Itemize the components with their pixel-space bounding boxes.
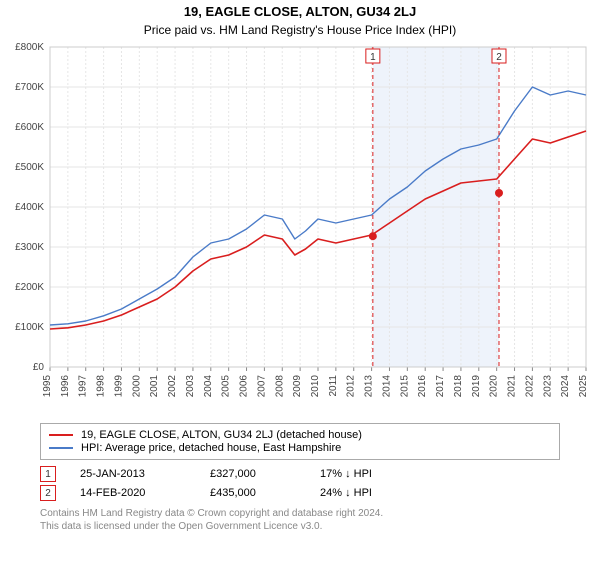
svg-text:2019: 2019 [471,375,482,398]
svg-text:1997: 1997 [78,375,89,398]
svg-text:2025: 2025 [578,375,589,398]
transaction-row: 2 14-FEB-2020£435,00024% ↓ HPI [40,485,560,501]
svg-text:1996: 1996 [60,375,71,398]
svg-text:2001: 2001 [149,375,160,398]
svg-text:2021: 2021 [507,375,518,398]
svg-text:2005: 2005 [221,375,232,398]
svg-text:2022: 2022 [524,375,535,398]
chart-subtitle: Price paid vs. HM Land Registry's House … [0,23,600,37]
transaction-badge: 2 [40,485,56,501]
transaction-vs-hpi: 24% ↓ HPI [320,487,372,499]
svg-text:2016: 2016 [417,375,428,398]
svg-text:£100K: £100K [15,322,44,333]
svg-text:1: 1 [370,52,376,63]
footnote-line: Contains HM Land Registry data © Crown c… [40,507,560,520]
svg-text:£0: £0 [33,362,45,373]
transactions-table: 1 25-JAN-2013£327,00017% ↓ HPI 2 14-FEB-202… [40,466,560,501]
transaction-date: 14-FEB-2020 [80,487,210,499]
svg-text:2011: 2011 [328,375,339,397]
svg-text:1999: 1999 [113,375,124,398]
svg-text:£600K: £600K [15,122,44,133]
svg-text:2012: 2012 [346,375,357,398]
svg-text:£400K: £400K [15,202,44,213]
svg-text:2003: 2003 [185,375,196,398]
svg-text:2023: 2023 [542,375,553,398]
svg-text:£200K: £200K [15,282,44,293]
chart-title: 19, EAGLE CLOSE, ALTON, GU34 2LJ [0,4,600,19]
svg-text:2015: 2015 [399,375,410,398]
legend-label: HPI: Average price, detached house, East… [81,442,341,454]
svg-text:£300K: £300K [15,242,44,253]
svg-text:2010: 2010 [310,375,321,398]
svg-text:2008: 2008 [274,375,285,398]
transaction-row: 1 25-JAN-2013£327,00017% ↓ HPI [40,466,560,482]
chart-area: £0 £100K £200K £300K £400K £500K £600K £700K £80… [0,37,600,417]
svg-text:2017: 2017 [435,375,446,398]
transaction-price: £327,000 [210,468,320,480]
legend-item: 19, EAGLE CLOSE, ALTON, GU34 2LJ (detach… [49,429,551,441]
chart-container: 19, EAGLE CLOSE, ALTON, GU34 2LJ Price p… [0,4,600,564]
svg-text:£800K: £800K [15,42,44,53]
svg-text:2004: 2004 [203,375,214,398]
svg-text:1995: 1995 [42,375,53,398]
legend-item: HPI: Average price, detached house, East… [49,442,551,454]
footnote: Contains HM Land Registry data © Crown c… [40,507,560,533]
svg-text:2018: 2018 [453,375,464,398]
transaction-vs-hpi: 17% ↓ HPI [320,468,372,480]
svg-text:2007: 2007 [256,375,267,398]
svg-text:2014: 2014 [381,375,392,398]
svg-text:2006: 2006 [239,375,250,398]
svg-text:2002: 2002 [167,375,178,398]
transaction-badge: 1 [40,466,56,482]
svg-text:2009: 2009 [292,375,303,398]
transaction-price: £435,000 [210,487,320,499]
line-chart-svg: £0 £100K £200K £300K £400K £500K £600K £700K £80… [0,37,600,417]
svg-text:1998: 1998 [96,375,107,398]
legend-swatch [49,447,73,449]
legend-box: 19, EAGLE CLOSE, ALTON, GU34 2LJ (detach… [40,423,560,460]
legend-swatch [49,434,73,436]
svg-text:£500K: £500K [15,162,44,173]
svg-text:2: 2 [496,52,502,63]
svg-text:2000: 2000 [131,375,142,398]
svg-text:£700K: £700K [15,82,44,93]
legend-label: 19, EAGLE CLOSE, ALTON, GU34 2LJ (detach… [81,429,362,441]
transaction-date: 25-JAN-2013 [80,468,210,480]
footnote-line: This data is licensed under the Open Gov… [40,520,560,533]
svg-text:2013: 2013 [364,375,375,398]
svg-text:2020: 2020 [489,375,500,398]
svg-text:2024: 2024 [560,375,571,398]
